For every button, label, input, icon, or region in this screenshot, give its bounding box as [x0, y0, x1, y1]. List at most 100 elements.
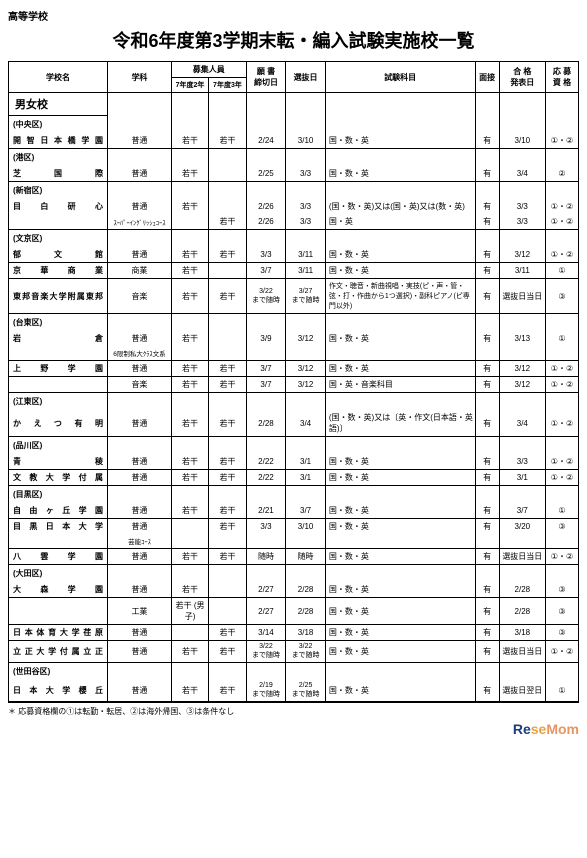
cell: ①・②	[545, 247, 578, 263]
cell	[209, 565, 246, 583]
cell	[209, 582, 246, 598]
cell	[286, 93, 326, 116]
cell: 3/14	[246, 625, 286, 641]
cell: 3/3	[286, 166, 326, 182]
footer-note: ＊ 応募資格欄の①は転勤・転居、②は海外帰国、③は条件なし	[8, 706, 579, 717]
cell	[209, 663, 246, 681]
cell	[171, 346, 208, 361]
cell	[209, 149, 246, 167]
cell	[475, 393, 499, 411]
cell: 立正大学付属立正	[9, 641, 108, 663]
cell: 上野学園	[9, 361, 108, 377]
cell	[499, 230, 545, 248]
page-title: 令和6年度第3学期末転・編入試験実施校一覧	[8, 27, 579, 53]
cell: 若干	[171, 279, 208, 314]
cell	[545, 534, 578, 549]
cell	[9, 346, 108, 361]
cell: 国・数・英	[325, 361, 475, 377]
cell: ｽｰﾊﾟｰｲﾝｸﾞﾘｯｼｭｺｰｽ	[108, 214, 172, 230]
cell	[108, 486, 172, 504]
cell: 選抜日当日	[499, 641, 545, 663]
cell	[171, 565, 208, 583]
col-recruit: 募集人員	[171, 62, 246, 78]
cell: ①・②	[545, 641, 578, 663]
cell: 3/7	[286, 503, 326, 519]
cell	[108, 182, 172, 200]
cell	[325, 486, 475, 504]
cell: 若干	[171, 166, 208, 182]
cell: 文教大学付属	[9, 470, 108, 486]
cell: 3/10	[286, 519, 326, 535]
cell	[499, 393, 545, 411]
cell: ②	[545, 166, 578, 182]
cell: ①・②	[545, 214, 578, 230]
cell	[475, 565, 499, 583]
cell: 有	[475, 410, 499, 437]
cell	[325, 346, 475, 361]
cell	[325, 663, 475, 681]
cell	[475, 149, 499, 167]
cell	[108, 149, 172, 167]
cell: 国・数・英	[325, 133, 475, 149]
col-dept: 学科	[108, 62, 172, 93]
cell: 若干	[171, 410, 208, 437]
cell: 有	[475, 503, 499, 519]
cell	[171, 663, 208, 681]
cell	[325, 230, 475, 248]
cell	[171, 534, 208, 549]
cell: 2/28	[286, 598, 326, 625]
cell	[108, 314, 172, 332]
cell: 若干	[209, 454, 246, 470]
cell	[545, 663, 578, 681]
cell: 若干	[209, 377, 246, 393]
cell: (中央区)	[9, 116, 108, 134]
cell	[209, 116, 246, 134]
cell: 有	[475, 199, 499, 214]
cell: 3/10	[286, 133, 326, 149]
cell: 作文・聴音・新曲視唱・実技(ピ・声・管・弦・打・作曲から1つ選択)・副科ピアノ(…	[325, 279, 475, 314]
cell: ①・②	[545, 549, 578, 565]
cell	[209, 534, 246, 549]
cell: 若干	[209, 247, 246, 263]
cell	[325, 437, 475, 455]
cell	[545, 230, 578, 248]
cell: 普通	[108, 503, 172, 519]
logo: ReseMom	[8, 721, 579, 737]
cell: (港区)	[9, 149, 108, 167]
col-eligibility: 応 募 資 格	[545, 62, 578, 93]
cell: 2/22	[246, 454, 286, 470]
cell	[499, 182, 545, 200]
cell	[499, 565, 545, 583]
cell: 目黒日本大学	[9, 519, 108, 535]
cell	[545, 486, 578, 504]
cell	[171, 625, 208, 641]
cell	[171, 393, 208, 411]
cell	[286, 663, 326, 681]
cell: ①・②	[545, 361, 578, 377]
cell: 3/12	[499, 247, 545, 263]
table-body: 男女校(中央区)開智日本橋学園普通若干若干2/243/10国・数・英有3/10①…	[9, 93, 579, 703]
col-deadline: 願 書 締切日	[246, 62, 286, 93]
cell: 国・数・英	[325, 680, 475, 702]
cell: 3/4	[499, 166, 545, 182]
cell: 随時	[286, 549, 326, 565]
cell	[325, 93, 475, 116]
cell: 普通	[108, 470, 172, 486]
cell: 若干	[171, 549, 208, 565]
cell: 有	[475, 377, 499, 393]
cell	[246, 314, 286, 332]
cell: ①	[545, 263, 578, 279]
cell: (世田谷区)	[9, 663, 108, 681]
cell: 普通	[108, 454, 172, 470]
cell	[209, 199, 246, 214]
logo-se: se	[531, 721, 547, 737]
cell: 有	[475, 454, 499, 470]
cell: ①・②	[545, 199, 578, 214]
cell: 3/12	[286, 331, 326, 346]
cell	[209, 331, 246, 346]
cell	[246, 116, 286, 134]
cell: 開智日本橋学園	[9, 133, 108, 149]
cell: 男女校	[9, 93, 108, 116]
cell: 若干	[171, 361, 208, 377]
cell: 選抜日翌日	[499, 680, 545, 702]
